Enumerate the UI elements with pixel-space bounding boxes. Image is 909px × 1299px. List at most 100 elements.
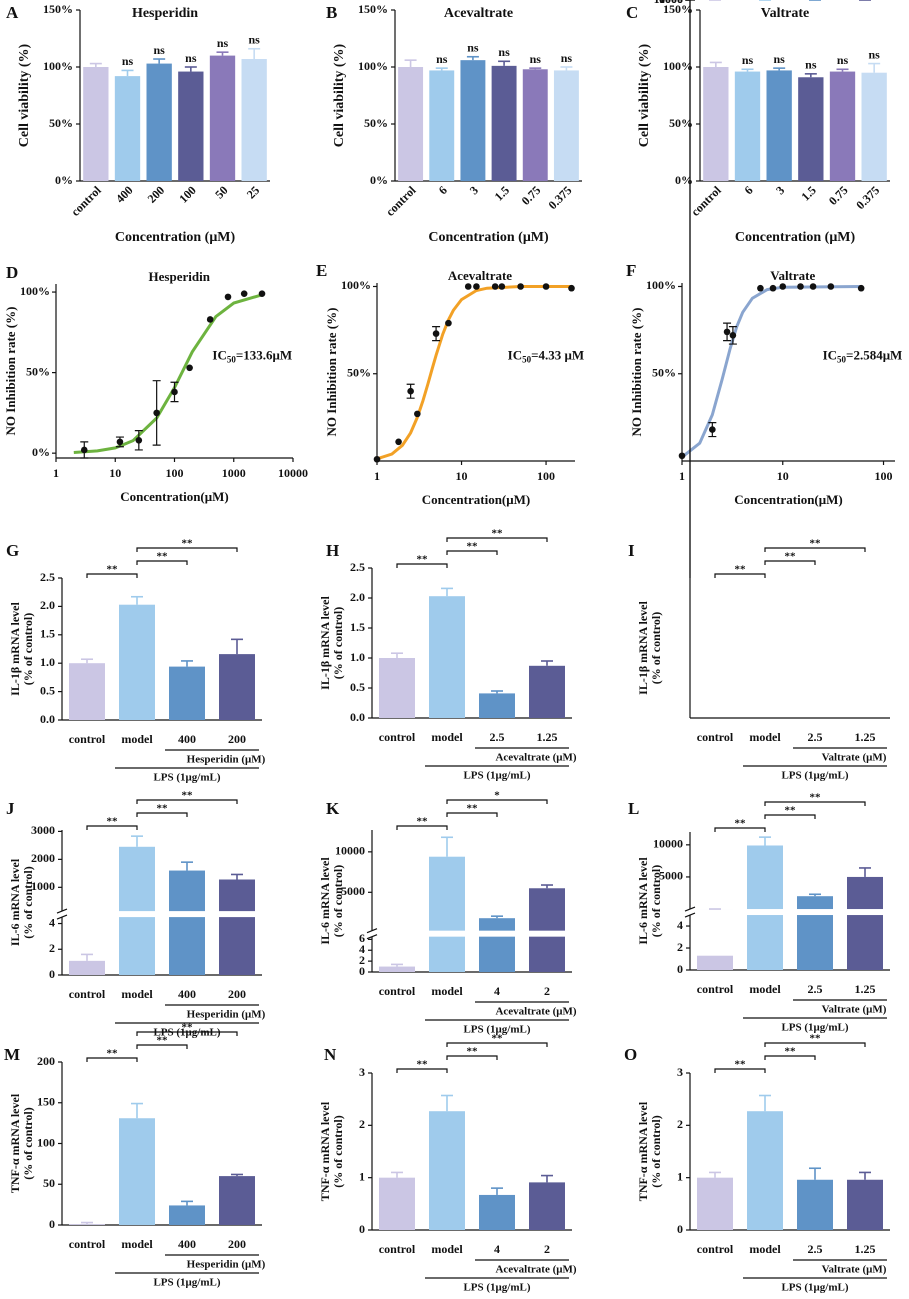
x-tick-label: 2.5	[808, 982, 823, 996]
y-tick-label: 50%	[49, 116, 73, 130]
data-point	[498, 283, 506, 290]
y-tick-label: 0	[359, 964, 365, 978]
y-tick-label: 2	[359, 1117, 365, 1131]
y-tick-label: 2.5	[350, 560, 365, 574]
y-tick-label: 1.0	[350, 650, 365, 664]
ic50-value: =2.584μM	[846, 347, 902, 362]
y-tick-label: 100%	[341, 278, 371, 292]
significance-label: ns	[773, 52, 785, 66]
bar	[119, 846, 155, 912]
data-point	[171, 388, 178, 396]
bar	[398, 67, 424, 181]
significance-label: **	[107, 816, 119, 828]
bar	[697, 1177, 733, 1230]
y-tick-label: 150%	[663, 2, 693, 16]
x-tick-label: 100	[875, 469, 893, 483]
y-tick-label: 100	[37, 1135, 55, 1149]
x-tick-label: 3	[467, 183, 481, 197]
data-point	[414, 410, 421, 418]
y-tick-label: 5000	[659, 869, 683, 883]
y-tick-label: 0	[49, 967, 55, 981]
bar	[479, 1194, 515, 1230]
x-axis-title: Concentration(μM)	[734, 492, 842, 507]
y-axis-title: (% of control)	[331, 607, 345, 679]
y-tick-label: 0%	[32, 445, 50, 459]
bar	[169, 870, 205, 912]
x-axis-title: Concentration(μM)	[422, 492, 530, 507]
group-label: Hesperidin (μM)	[187, 1009, 266, 1021]
x-axis-title: Concentration(μM)	[120, 489, 228, 504]
x-tick-label: model	[431, 984, 463, 998]
bar	[209, 55, 236, 181]
data-point	[809, 283, 817, 290]
x-tick-label: 2.5	[490, 730, 505, 744]
panel-letter: B	[326, 3, 337, 22]
bar	[797, 1179, 833, 1230]
bar	[146, 63, 172, 181]
significance-label: **	[735, 1059, 747, 1071]
treatment-label: LPS (1μg/mL)	[781, 1282, 848, 1294]
y-tick-label: 200	[37, 1054, 55, 1068]
y-tick-label: 2.0	[40, 598, 55, 612]
y-tick-label: 0%	[370, 173, 388, 187]
bar	[479, 693, 515, 718]
bar	[379, 1177, 415, 1230]
y-tick-label: 4	[359, 942, 365, 956]
x-tick-label: 0.375	[545, 183, 574, 212]
data-point	[779, 283, 787, 290]
y-tick-label: 5000	[341, 884, 365, 898]
bar	[114, 76, 141, 181]
x-tick-label: 400	[113, 183, 136, 206]
x-tick-label: 50	[212, 183, 230, 201]
x-tick-label: model	[431, 1242, 463, 1256]
x-tick-label: control	[688, 183, 724, 219]
y-tick-label: 0	[677, 1222, 683, 1236]
significance-bracket	[136, 1031, 238, 1036]
panel: I 01000600011000 control model 2.5 1.25 IL-1β …	[628, 0, 890, 782]
data-point	[568, 284, 575, 292]
bar	[429, 70, 455, 181]
significance-label: ns	[868, 47, 880, 61]
x-tick-label: 0.75	[519, 183, 544, 208]
y-axis-title: NO Inhibition rate (%)	[324, 308, 339, 437]
y-tick-label: 3	[677, 1065, 683, 1079]
significance-label: **	[785, 551, 797, 563]
chart-title: Acevaltrate	[444, 6, 513, 21]
axis-break	[366, 934, 378, 940]
treatment-label: LPS (1μg/mL)	[781, 770, 848, 782]
significance-label: **	[107, 1048, 119, 1060]
significance-bracket	[714, 573, 766, 578]
significance-label: **	[107, 564, 119, 576]
significance-bracket	[396, 1068, 448, 1073]
panel-letter: D	[6, 263, 18, 282]
x-tick-label: control	[697, 1242, 734, 1256]
y-axis-title: Cell viability (%)	[332, 43, 347, 147]
panel: E 50% 100% 1 10 100 Acevaltrate IC50=4.33 μM Con…	[316, 261, 584, 507]
x-tick-label: 400	[178, 1237, 196, 1251]
y-axis-title: NO Inhibition rate (%)	[3, 307, 18, 436]
y-tick-label: 0.0	[40, 712, 55, 726]
group-label: Acevaltrate (μM)	[495, 1264, 576, 1276]
panel: J 0 2 4 1000 2000 3000 control model 400 200 IL-6 m…	[6, 790, 266, 1039]
y-tick-label: 1	[359, 1169, 365, 1183]
treatment-label: LPS (1μg/mL)	[463, 770, 530, 782]
data-point	[542, 283, 550, 290]
y-tick-label: 1.5	[350, 620, 365, 634]
x-tick-label: 2.5	[808, 730, 823, 744]
y-axis-title: IL-6 mRNA level	[318, 857, 332, 945]
data-point	[729, 332, 737, 339]
significance-bracket	[446, 1042, 548, 1047]
significance-label: **	[735, 818, 747, 830]
x-tick-label: control	[697, 982, 734, 996]
significance-label: **	[467, 541, 479, 553]
treatment-label: LPS (1μg/mL)	[463, 1282, 530, 1294]
significance-label: ns	[837, 53, 849, 67]
y-tick-label: 50%	[26, 364, 50, 378]
significance-bracket	[136, 547, 238, 552]
data-point	[678, 452, 686, 460]
significance-bracket	[764, 814, 816, 819]
y-axis-title: NO Inhibition rate (%)	[629, 308, 644, 437]
x-tick-label: model	[121, 1237, 153, 1251]
x-tick-label: 1.25	[855, 730, 876, 744]
bar	[491, 65, 517, 181]
